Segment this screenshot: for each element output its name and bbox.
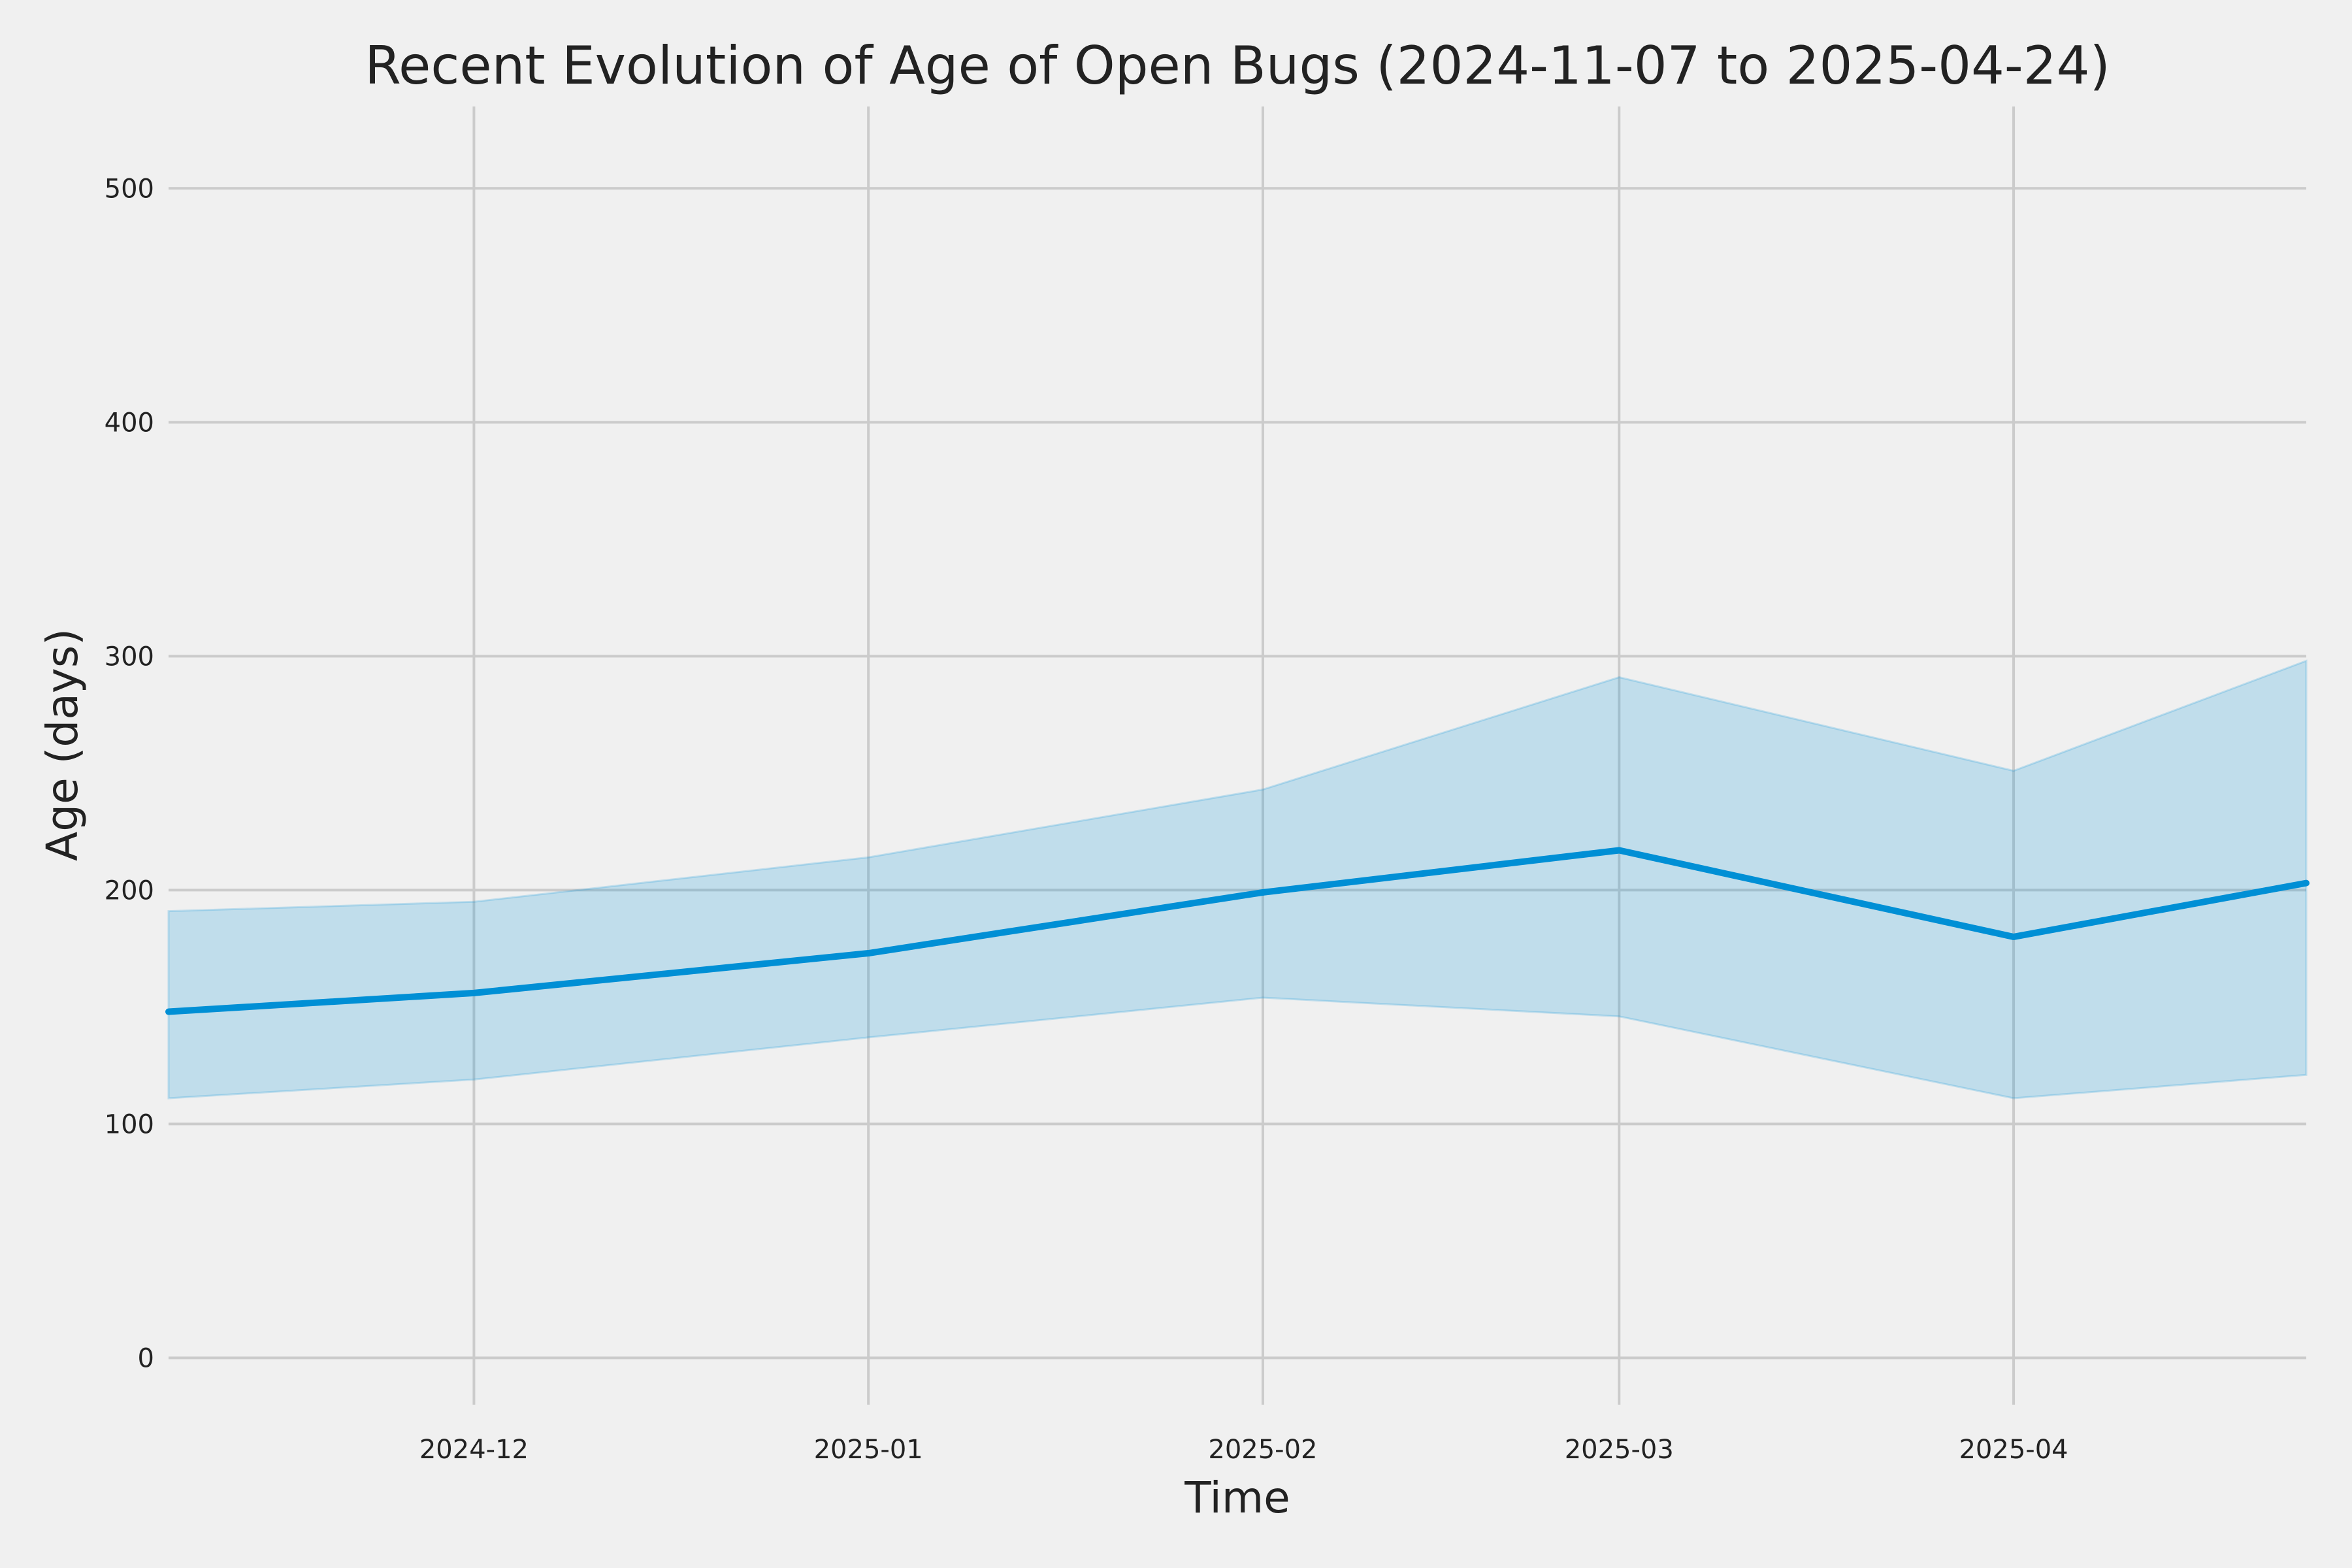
data-point — [2010, 933, 2017, 940]
x-tick-label: 2025-04 — [1959, 1435, 2068, 1465]
data-point — [2303, 879, 2310, 887]
data-point — [1259, 889, 1266, 896]
y-tick-label: 0 — [138, 1343, 154, 1373]
data-point — [865, 950, 872, 957]
y-axis-label: Age (days) — [37, 629, 88, 861]
data-point — [1616, 847, 1623, 854]
grid-layer — [169, 106, 2306, 1405]
x-tick-label: 2024-12 — [419, 1435, 529, 1465]
confidence-band — [167, 659, 2308, 1100]
x-tick-label: 2025-03 — [1565, 1435, 1674, 1465]
y-tick-label: 400 — [105, 408, 154, 438]
tick-layer: 0 100 200 300 400 500 2024-12 2025-01 2025-02 202… — [105, 174, 2068, 1465]
y-tick-label: 500 — [105, 174, 154, 204]
data-point — [470, 989, 478, 996]
y-tick-label: 100 — [105, 1109, 154, 1139]
x-tick-label: 2025-02 — [1208, 1435, 1317, 1465]
x-tick-label: 2025-01 — [814, 1435, 923, 1465]
line-layer — [165, 847, 2310, 1015]
y-tick-label: 200 — [105, 875, 154, 906]
chart-title: Recent Evolution of Age of Open Bugs (20… — [365, 35, 2110, 96]
y-tick-label: 300 — [105, 642, 154, 672]
band-layer — [167, 659, 2308, 1100]
data-point — [165, 1008, 172, 1015]
x-axis-label: Time — [1184, 1473, 1290, 1523]
